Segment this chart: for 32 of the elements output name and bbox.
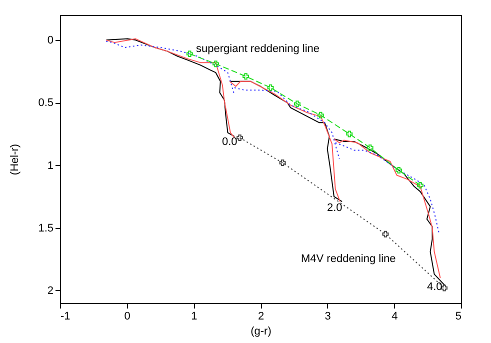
- point: [186, 50, 193, 58]
- annotation: 2.0: [327, 202, 342, 214]
- x-tick-label: 4: [392, 310, 398, 322]
- y-tick-label: 1.5: [38, 222, 54, 234]
- y-axis-title: (Hel-r): [9, 144, 22, 176]
- point: [396, 167, 402, 174]
- annotation: 4.0: [427, 281, 442, 293]
- point: [346, 130, 353, 138]
- y-tick-label: 1: [47, 160, 54, 172]
- point: [382, 230, 389, 238]
- point: [236, 134, 244, 141]
- x-tick-label: 2: [258, 310, 264, 322]
- x-tick-label: 0: [124, 310, 130, 322]
- point: [317, 112, 324, 118]
- annotation: M4V reddening line: [301, 253, 396, 265]
- point: [366, 144, 374, 151]
- x-tick-label: -1: [60, 310, 70, 322]
- x-tick-label: 3: [324, 310, 331, 322]
- point: [212, 60, 219, 68]
- x-axis-title: (g-r): [250, 326, 272, 338]
- y-tick-label: 2: [47, 284, 54, 297]
- point: [242, 73, 250, 80]
- y-tick-label: 0.5: [38, 97, 54, 110]
- y-tick-label: 0: [47, 34, 54, 47]
- annotation: 0.0: [222, 136, 238, 148]
- point: [279, 160, 286, 166]
- x-tick-label: 5: [455, 310, 462, 322]
- point: [267, 84, 274, 91]
- annotation: supergiant reddening line: [196, 43, 320, 55]
- point: [416, 182, 424, 189]
- x-tick-label: 1: [191, 310, 198, 322]
- point: [294, 100, 300, 108]
